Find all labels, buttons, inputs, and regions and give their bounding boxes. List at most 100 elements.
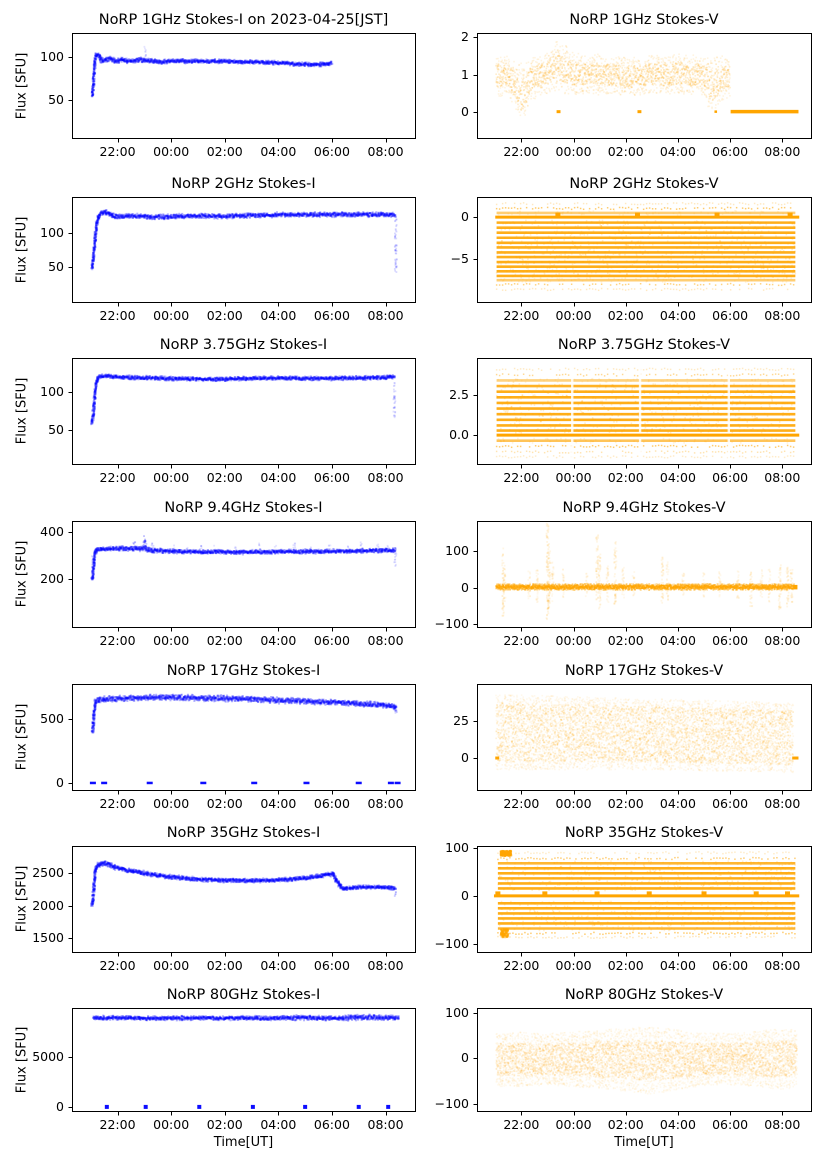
norp-2ghz-stokes-v-xtick: 08:00 <box>764 308 801 323</box>
norp-1ghz-stokes-v-xtick: 02:00 <box>607 144 644 159</box>
norp-17ghz-stokes-i-xtick: 08:00 <box>367 796 404 811</box>
norp-1ghz-stokes-i-ytick: 100 <box>40 49 64 65</box>
norp-3p75ghz-stokes-i-xtick: 22:00 <box>99 470 136 485</box>
norp-17ghz-stokes-v-ytick: 25 <box>453 713 469 728</box>
norp-3p75ghz-stokes-v-plot-area <box>477 358 811 464</box>
norp-17ghz-stokes-i-xtick: 22:00 <box>99 796 136 811</box>
norp-9p4ghz-stokes-i-xtick: 22:00 <box>99 633 136 648</box>
norp-80ghz-stokes-i-xtick: 22:00 <box>99 1117 136 1132</box>
norp-17ghz-stokes-i-ylabel: Flux [SFU] <box>14 703 30 771</box>
norp-2ghz-stokes-v-ytick: −5 <box>450 251 469 267</box>
norp-17ghz-stokes-i-ytick: 500 <box>40 710 64 726</box>
norp-17ghz-stokes-i-title: NoRP 17GHz Stokes-I <box>166 663 321 679</box>
norp-35ghz-stokes-v-title: NoRP 35GHz Stokes-V <box>564 825 724 841</box>
norp-17ghz-stokes-v-xtick: 04:00 <box>659 796 696 811</box>
norp-3p75ghz-stokes-v-xtick: 22:00 <box>503 470 540 485</box>
norp-35ghz-stokes-i-xtick: 04:00 <box>260 958 297 973</box>
norp-35ghz-stokes-i-xtick: 22:00 <box>99 958 136 973</box>
norp-1ghz-stokes-i-xtick: 06:00 <box>313 144 350 159</box>
norp-2ghz-stokes-i-title: NoRP 2GHz Stokes-I <box>171 176 316 192</box>
norp-1ghz-stokes-i-title: NoRP 1GHz Stokes-I on 2023-04-25[JST] <box>98 12 389 28</box>
norp-2ghz-stokes-i-xtick: 22:00 <box>99 308 136 323</box>
norp-17ghz-stokes-v-title: NoRP 17GHz Stokes-V <box>564 663 724 679</box>
norp-1ghz-stokes-i-xtick: 04:00 <box>260 144 297 159</box>
norp-2ghz-stokes-v-ytick: 0 <box>461 209 469 225</box>
norp-2ghz-stokes-i-ylabel: Flux [SFU] <box>14 216 30 283</box>
norp-1ghz-stokes-v-ytick: 0 <box>461 103 469 119</box>
norp-17ghz-stokes-v-xtick: 22:00 <box>503 796 540 811</box>
norp-35ghz-stokes-i-title: NoRP 35GHz Stokes-I <box>166 825 321 841</box>
norp-2ghz-stokes-i-xtick: 06:00 <box>313 308 350 323</box>
norp-17ghz-stokes-i-xtick: 04:00 <box>260 796 297 811</box>
norp-17ghz-stokes-i-xtick: 02:00 <box>206 796 243 811</box>
norp-9p4ghz-stokes-i-title: NoRP 9.4GHz Stokes-I <box>164 500 323 516</box>
norp-2ghz-stokes-i-plot-area <box>72 197 415 302</box>
norp-35ghz-stokes-v-ytick: 100 <box>445 839 469 855</box>
norp-9p4ghz-stokes-v-ytick: 0 <box>461 579 469 595</box>
norp-35ghz-stokes-v-xtick: 00:00 <box>555 958 592 973</box>
norp-80ghz-stokes-i-ytick: 5000 <box>32 1048 64 1064</box>
norp-9p4ghz-stokes-v-xtick: 04:00 <box>659 633 696 648</box>
norp-80ghz-stokes-v-xtick: 08:00 <box>764 1117 801 1132</box>
norp-80ghz-stokes-v-ytick: 100 <box>445 1004 469 1020</box>
norp-1ghz-stokes-v-xtick: 00:00 <box>555 144 592 159</box>
norp-80ghz-stokes-i-title: NoRP 80GHz Stokes-I <box>166 987 321 1003</box>
norp-35ghz-stokes-i-ytick: 2000 <box>32 897 64 913</box>
norp-2ghz-stokes-v-xtick: 04:00 <box>659 308 696 323</box>
norp-9p4ghz-stokes-v-xtick: 06:00 <box>712 633 749 648</box>
norp-17ghz-stokes-v-xtick: 08:00 <box>764 796 801 811</box>
norp-9p4ghz-stokes-v-xtick: 00:00 <box>555 633 592 648</box>
norp-9p4ghz-stokes-v-xtick: 02:00 <box>607 633 644 648</box>
norp-2ghz-stokes-v-plot-area <box>477 197 811 302</box>
norp-80ghz-stokes-i-xtick: 06:00 <box>313 1117 350 1132</box>
norp-9p4ghz-stokes-v-ytick: 100 <box>445 542 469 558</box>
norp-1ghz-stokes-v-xtick: 06:00 <box>712 144 749 159</box>
norp-35ghz-stokes-v-xtick: 04:00 <box>659 958 696 973</box>
norp-9p4ghz-stokes-i-xtick: 00:00 <box>153 633 190 648</box>
norp-35ghz-stokes-v-ytick: 0 <box>461 887 469 903</box>
norp-17ghz-stokes-i-xtick: 00:00 <box>153 796 190 811</box>
norp-80ghz-stokes-v-title: NoRP 80GHz Stokes-V <box>564 987 724 1003</box>
norp-2ghz-stokes-i-xtick: 02:00 <box>206 308 243 323</box>
norp-2ghz-stokes-v-xtick: 22:00 <box>503 308 540 323</box>
norp-80ghz-stokes-v-ytick: 0 <box>461 1050 469 1066</box>
norp-3p75ghz-stokes-i-ytick: 100 <box>40 384 64 400</box>
norp-2ghz-stokes-v-xtick: 00:00 <box>555 308 592 323</box>
norp-3p75ghz-stokes-v-xtick: 06:00 <box>712 470 749 485</box>
norp-17ghz-stokes-i-plot-area <box>72 684 415 790</box>
norp-3p75ghz-stokes-i-ylabel: Flux [SFU] <box>14 377 30 445</box>
norp-35ghz-stokes-v-plot-area <box>477 846 811 952</box>
norp-3p75ghz-stokes-v-xtick: 04:00 <box>659 470 696 485</box>
norp-35ghz-stokes-v-xtick: 06:00 <box>712 958 749 973</box>
norp-2ghz-stokes-i-ytick: 50 <box>48 259 64 274</box>
norp-1ghz-stokes-i-ytick: 50 <box>48 92 64 108</box>
norp-3p75ghz-stokes-i-plot-area <box>72 358 415 464</box>
norp-3p75ghz-stokes-i-xtick: 06:00 <box>313 470 350 485</box>
norp-3p75ghz-stokes-i-title: NoRP 3.75GHz Stokes-I <box>159 337 328 353</box>
norp-2ghz-stokes-i-ytick: 100 <box>40 225 64 241</box>
norp-9p4ghz-stokes-v-ytick: −100 <box>434 616 469 632</box>
norp-17ghz-stokes-v-plot-area <box>477 684 811 790</box>
norp-35ghz-stokes-i-ytick: 2500 <box>32 864 64 880</box>
norp-80ghz-stokes-i-ytick: 0 <box>56 1098 64 1114</box>
norp-80ghz-stokes-i-ylabel: Flux [SFU] <box>14 1026 30 1093</box>
norp-1ghz-stokes-i-xtick: 08:00 <box>367 144 404 159</box>
norp-9p4ghz-stokes-i-xtick: 02:00 <box>206 633 243 648</box>
norp-2ghz-stokes-i-xtick: 04:00 <box>260 308 297 323</box>
norp-80ghz-stokes-v-ytick: −100 <box>434 1096 469 1112</box>
norp-3p75ghz-stokes-v-ytick: 2.5 <box>449 386 469 402</box>
norp-2ghz-stokes-v-xtick: 02:00 <box>607 308 644 323</box>
norp-3p75ghz-stokes-v-xtick: 08:00 <box>764 470 801 485</box>
norp-35ghz-stokes-v-xtick: 22:00 <box>503 958 540 973</box>
norp-3p75ghz-stokes-v-title: NoRP 3.75GHz Stokes-V <box>557 337 731 353</box>
norp-80ghz-stokes-v-xtick: 04:00 <box>659 1117 696 1132</box>
norp-9p4ghz-stokes-i-xtick: 06:00 <box>313 633 350 648</box>
norp-35ghz-stokes-v-xtick: 08:00 <box>764 958 801 973</box>
norp-1ghz-stokes-i-xtick: 02:00 <box>206 144 243 159</box>
norp-9p4ghz-stokes-i-ytick: 400 <box>40 524 64 540</box>
norp-9p4ghz-stokes-i-xtick: 08:00 <box>367 633 404 648</box>
norp-9p4ghz-stokes-i-ylabel: Flux [SFU] <box>14 540 30 608</box>
norp-1ghz-stokes-v-xtick: 22:00 <box>503 144 540 159</box>
norp-3p75ghz-stokes-i-xtick: 02:00 <box>206 470 243 485</box>
norp-1ghz-stokes-i-xtick: 00:00 <box>153 144 190 159</box>
